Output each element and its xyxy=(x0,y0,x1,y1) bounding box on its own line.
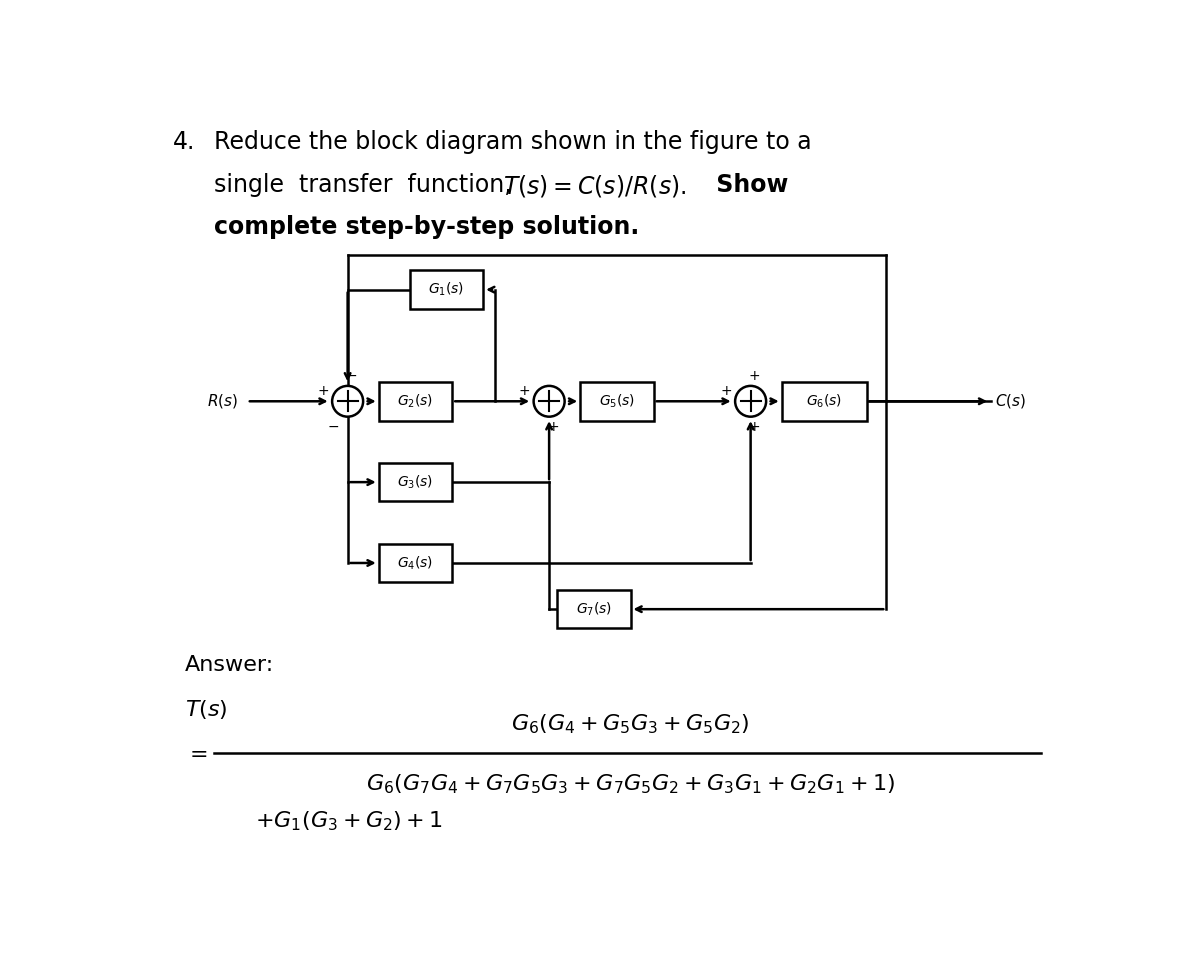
Text: $+ G_1(G_3 + G_2) + 1$: $+ G_1(G_3 + G_2) + 1$ xyxy=(254,809,443,833)
Text: single  transfer  function,: single transfer function, xyxy=(214,172,526,196)
Bar xyxy=(379,382,452,420)
Text: complete step-by-step solution.: complete step-by-step solution. xyxy=(214,215,638,239)
Text: $G_3(s)$: $G_3(s)$ xyxy=(397,474,433,491)
Text: $G_4(s)$: $G_4(s)$ xyxy=(397,554,433,571)
Text: $=$: $=$ xyxy=(185,744,208,763)
Text: $G_7(s)$: $G_7(s)$ xyxy=(576,600,612,618)
Text: $G_5(s)$: $G_5(s)$ xyxy=(599,392,635,410)
Text: −: − xyxy=(346,368,358,383)
Bar xyxy=(379,544,452,582)
Text: Show: Show xyxy=(708,172,788,196)
Text: $G_2(s)$: $G_2(s)$ xyxy=(397,392,433,410)
Bar xyxy=(557,590,630,629)
Text: +: + xyxy=(749,368,761,383)
Bar xyxy=(580,382,654,420)
Text: −: − xyxy=(328,420,340,434)
Text: $G_1(s)$: $G_1(s)$ xyxy=(428,281,464,299)
Circle shape xyxy=(332,386,364,416)
Text: $G_6(G_4 + G_5G_3 + G_5G_2)$: $G_6(G_4 + G_5G_3 + G_5G_2)$ xyxy=(511,713,750,737)
Text: $C(s)$: $C(s)$ xyxy=(995,392,1026,411)
Text: +: + xyxy=(547,420,559,434)
Text: $R(s)$: $R(s)$ xyxy=(206,392,238,411)
Text: +: + xyxy=(518,385,530,398)
Text: +: + xyxy=(317,385,329,398)
Text: +: + xyxy=(749,420,761,434)
Text: +: + xyxy=(720,385,732,398)
Bar xyxy=(379,463,452,501)
Text: $\mathit{T}(s) = \mathit{C}(s)/\mathit{R}(s)$.: $\mathit{T}(s) = \mathit{C}(s)/\mathit{R… xyxy=(503,172,686,199)
Text: $G_6(G_7G_4 + G_7G_5G_3 + G_7G_5G_2 + G_3G_1 + G_2G_1 + 1)$: $G_6(G_7G_4 + G_7G_5G_3 + G_7G_5G_2 + G_… xyxy=(366,772,895,796)
Text: Answer:: Answer: xyxy=(185,656,274,676)
Text: $G_6(s)$: $G_6(s)$ xyxy=(806,392,842,410)
Circle shape xyxy=(736,386,766,416)
Text: 4.: 4. xyxy=(173,130,196,154)
Circle shape xyxy=(534,386,565,416)
Bar xyxy=(781,382,866,420)
Bar xyxy=(409,271,484,309)
Text: Reduce the block diagram shown in the figure to a: Reduce the block diagram shown in the fi… xyxy=(214,130,811,154)
Text: $\mathit{T}(s)$: $\mathit{T}(s)$ xyxy=(185,698,228,721)
